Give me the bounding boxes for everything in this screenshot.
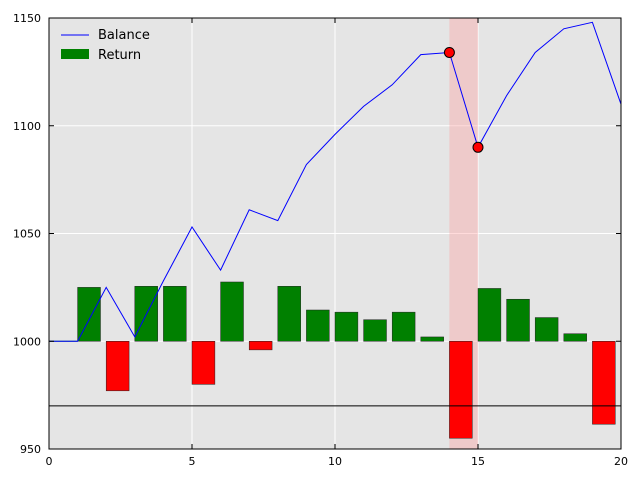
highlight-marker bbox=[472, 141, 484, 153]
x-tick-label: 10 bbox=[328, 455, 342, 468]
return-bar bbox=[334, 311, 359, 342]
return-bar bbox=[563, 333, 587, 342]
return-bar bbox=[306, 309, 330, 342]
x-tick-label: 5 bbox=[189, 455, 196, 468]
return-bar bbox=[248, 341, 273, 351]
y-tick-label: 950 bbox=[20, 443, 41, 456]
return-bar bbox=[277, 286, 301, 342]
y-tick-label: 1150 bbox=[13, 12, 41, 25]
y-tick-label: 1000 bbox=[13, 335, 41, 348]
legend-label-balance: Balance bbox=[98, 28, 150, 43]
return-bar bbox=[363, 319, 387, 342]
return-bar bbox=[477, 288, 502, 342]
return-bar bbox=[77, 287, 101, 342]
return-bar bbox=[420, 336, 444, 342]
return-bar bbox=[534, 317, 559, 342]
y-tick-label: 1050 bbox=[13, 228, 41, 241]
return-bar bbox=[506, 298, 530, 342]
y-tick-label: 1100 bbox=[13, 120, 41, 133]
return-bar bbox=[449, 341, 473, 439]
x-tick-label: 0 bbox=[46, 455, 53, 468]
return-bar bbox=[592, 341, 616, 425]
balance-line bbox=[49, 21, 622, 342]
return-bar bbox=[391, 311, 416, 342]
legend-label-return: Return bbox=[98, 48, 141, 63]
x-tick-label: 20 bbox=[614, 455, 628, 468]
legend-swatch-return bbox=[61, 49, 89, 59]
return-bar bbox=[105, 341, 130, 392]
highlight-marker bbox=[443, 46, 455, 58]
return-bar bbox=[191, 341, 216, 385]
return-bar bbox=[163, 286, 187, 342]
return-bar bbox=[220, 281, 244, 342]
x-tick-label: 15 bbox=[471, 455, 485, 468]
